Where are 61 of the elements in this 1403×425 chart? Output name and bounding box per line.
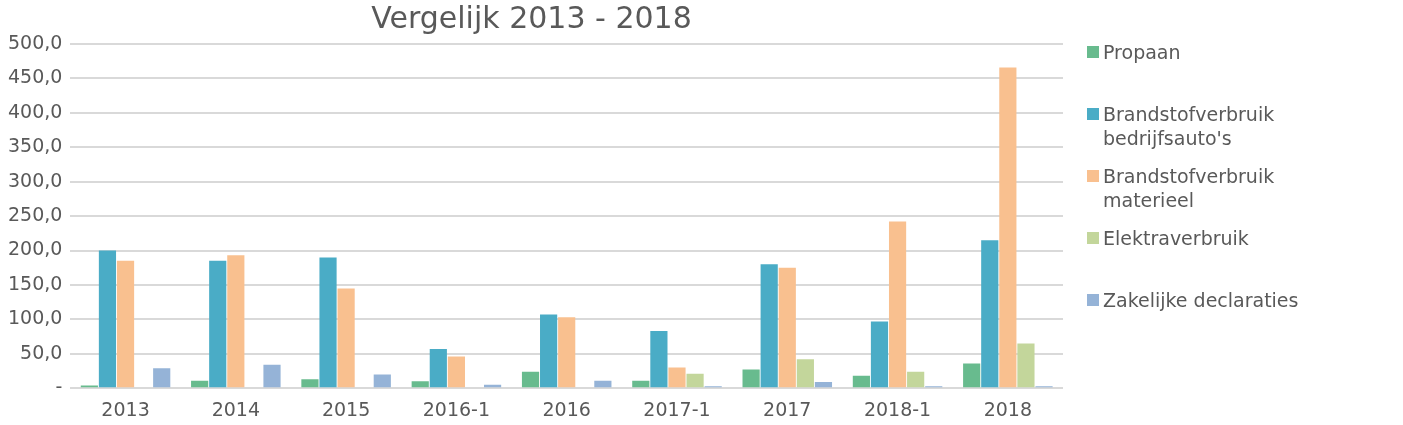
- x-tick-label: 2015: [321, 397, 371, 420]
- bar: [263, 364, 281, 388]
- bar: [191, 380, 209, 388]
- legend-label: Zakelijke declaraties: [1103, 288, 1300, 312]
- legend-label: Propaan: [1103, 40, 1182, 64]
- bar: [301, 379, 319, 388]
- bar: [429, 348, 447, 388]
- chart-title: Vergelijk 2013 - 2018: [371, 0, 692, 35]
- x-tick-label: 2017: [763, 397, 812, 420]
- bar: [814, 382, 833, 388]
- bar: [760, 264, 778, 388]
- bar: [521, 371, 540, 388]
- bar: [650, 331, 668, 388]
- bar: [116, 260, 135, 388]
- y-tick-label: 100,0: [7, 306, 63, 329]
- bar: [447, 356, 465, 388]
- bar: [319, 257, 337, 388]
- bar: [632, 380, 650, 388]
- x-tick-label: 2014: [211, 397, 261, 420]
- bar: [686, 373, 704, 388]
- y-tick-label: 400,0: [7, 99, 63, 122]
- bar: [558, 317, 576, 388]
- bar: [337, 288, 355, 388]
- bar: [373, 374, 391, 388]
- x-tick-label: 2017-1: [643, 397, 711, 420]
- y-tick-label: -: [55, 375, 63, 398]
- bar: [153, 368, 171, 388]
- x-tick-label: 2016-1: [422, 397, 491, 420]
- x-tick-label: 2018: [983, 397, 1033, 420]
- bar: [796, 359, 814, 388]
- bar: [907, 371, 925, 388]
- bar: [888, 221, 907, 388]
- x-tick-label: 2016: [542, 397, 591, 420]
- bar: [594, 380, 612, 388]
- legend-label: Brandstofverbruik materieel: [1103, 164, 1276, 212]
- y-tick-label: 50,0: [20, 340, 63, 363]
- y-tick-label: 200,0: [7, 237, 63, 260]
- x-tick-label: 2013: [101, 397, 150, 420]
- y-tick-label: 350,0: [7, 134, 63, 157]
- bar: [1017, 343, 1035, 388]
- bar: [981, 240, 999, 388]
- bar: [778, 267, 796, 388]
- bar: [98, 250, 117, 388]
- legend-label: Elektraverbruik: [1103, 226, 1250, 250]
- bar: [852, 375, 870, 388]
- bar: [668, 367, 686, 388]
- bar: [999, 67, 1017, 388]
- x-tick-label: 2018-1: [863, 397, 932, 420]
- bar: [870, 321, 889, 388]
- y-tick-label: 150,0: [7, 271, 63, 294]
- y-tick-label: 450,0: [7, 65, 63, 88]
- y-tick-label: 300,0: [7, 168, 63, 191]
- bar: [209, 260, 227, 388]
- bar: [411, 381, 429, 388]
- bar: [963, 363, 981, 388]
- y-tick-label: 250,0: [7, 203, 63, 226]
- bar: [742, 369, 760, 388]
- y-tick-label: 500,0: [7, 30, 63, 53]
- legend-label: Brandstofverbruik bedrijfsauto's: [1103, 102, 1276, 150]
- bar: [227, 255, 245, 388]
- bar: [540, 314, 558, 388]
